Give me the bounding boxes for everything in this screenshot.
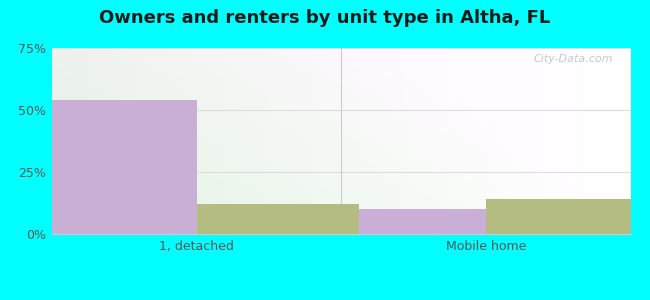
Bar — [196, 204, 359, 234]
Text: City-Data.com: City-Data.com — [534, 54, 613, 64]
Text: Owners and renters by unit type in Altha, FL: Owners and renters by unit type in Altha… — [99, 9, 551, 27]
Bar — [486, 199, 648, 234]
Bar — [34, 100, 196, 234]
Bar — [324, 209, 486, 234]
